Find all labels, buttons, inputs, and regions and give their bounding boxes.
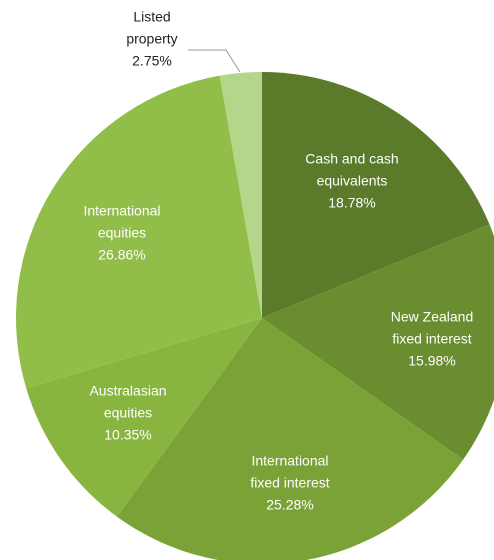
slice-label: equities xyxy=(98,225,146,241)
slice-label: Cash and cash xyxy=(305,151,398,167)
slice-label: Listed xyxy=(133,9,170,25)
pie-slice xyxy=(16,75,263,389)
slice-label: fixed interest xyxy=(250,475,329,491)
value-label: 2.75% xyxy=(132,53,172,69)
pie-slice xyxy=(262,224,494,460)
slice-label: International xyxy=(83,203,160,219)
value-label: 15.98% xyxy=(408,353,455,369)
slice-label: Australasian xyxy=(89,383,166,399)
value-label: 25.28% xyxy=(266,497,313,513)
value-label: 10.35% xyxy=(104,427,151,443)
slice-label: New Zealand xyxy=(391,309,474,325)
pie-slice xyxy=(26,318,262,517)
slice-label: property xyxy=(126,31,177,47)
value-label: 18.78% xyxy=(328,195,375,211)
pie-slice xyxy=(219,72,262,318)
value-label: 26.86% xyxy=(98,247,145,263)
leader-line xyxy=(188,49,241,73)
pie-slice xyxy=(262,72,490,318)
slice-label: equivalents xyxy=(317,173,388,189)
slice-label: International xyxy=(251,453,328,469)
slice-label: equities xyxy=(104,405,152,421)
slice-label: fixed interest xyxy=(392,331,471,347)
pie-slice xyxy=(116,318,464,560)
